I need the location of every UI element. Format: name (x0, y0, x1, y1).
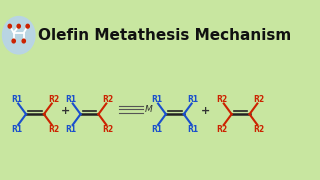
Text: R2: R2 (48, 125, 59, 134)
Text: R2: R2 (102, 125, 114, 134)
Text: R1: R1 (11, 125, 22, 134)
Text: R2: R2 (217, 94, 228, 103)
Circle shape (12, 39, 15, 43)
Text: R2: R2 (217, 125, 228, 134)
Text: +: + (61, 106, 70, 116)
Text: M: M (144, 105, 152, 114)
Circle shape (8, 24, 12, 28)
Text: R1: R1 (11, 94, 22, 103)
Text: R1: R1 (151, 94, 162, 103)
Text: R1: R1 (66, 94, 76, 103)
Text: R1: R1 (66, 125, 76, 134)
Text: R1: R1 (188, 125, 199, 134)
Text: +: + (201, 106, 210, 116)
Text: Olefin Metathesis Mechanism: Olefin Metathesis Mechanism (38, 28, 291, 43)
Circle shape (3, 17, 35, 54)
Text: R2: R2 (102, 94, 114, 103)
Circle shape (26, 24, 29, 28)
Circle shape (17, 24, 20, 28)
Text: R2: R2 (253, 94, 265, 103)
Circle shape (22, 39, 25, 43)
Text: R1: R1 (151, 125, 162, 134)
Text: R2: R2 (253, 125, 265, 134)
Text: R2: R2 (48, 94, 59, 103)
Text: R1: R1 (188, 94, 199, 103)
